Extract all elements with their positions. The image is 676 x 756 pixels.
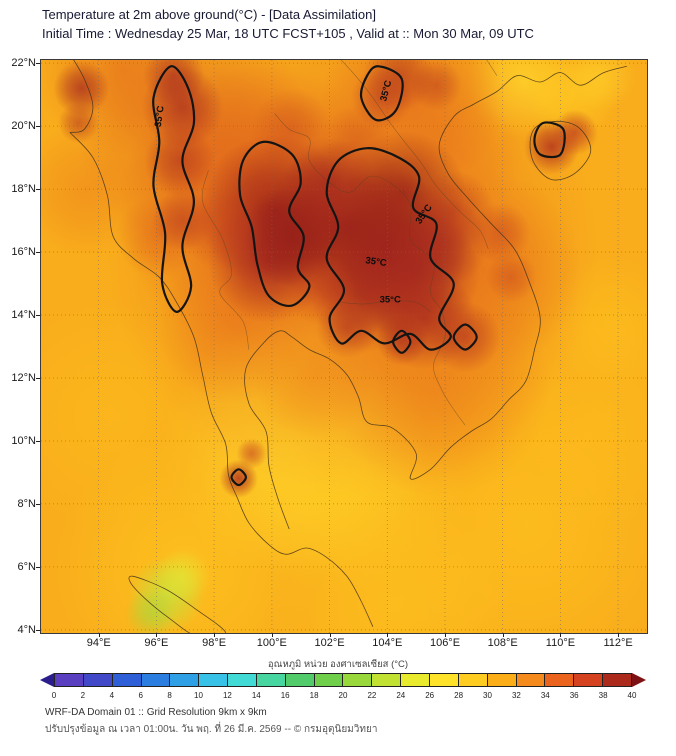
map-overlay: 35°C 35°C 35°C 35°C 35°C <box>41 60 647 633</box>
x-axis-tick-label: 112°E <box>603 637 633 649</box>
y-axis-tick-label: 16°N <box>11 246 36 259</box>
y-axis-tick-label: 6°N <box>17 560 36 573</box>
x-axis-tick-label: 106°E <box>429 637 461 649</box>
colorbar-segment <box>545 674 575 686</box>
colorbar-right-arrow <box>632 673 646 687</box>
page-subtitle: Initial Time : Wednesday 25 Mar, 18 UTC … <box>42 26 534 41</box>
x-axis-tick-mark <box>387 633 389 637</box>
colorbar-segment <box>401 674 430 686</box>
colorbar-segment <box>112 674 142 686</box>
y-axis-tick-mark <box>36 315 40 317</box>
colorbar-segment <box>141 674 171 686</box>
x-axis-tick-mark <box>98 633 100 637</box>
colorbar-tick-label: 0 <box>51 691 57 700</box>
colorbar-tick-label: 4 <box>109 691 115 700</box>
colorbar-segment <box>429 674 459 686</box>
svg-text:35°C: 35°C <box>414 202 435 226</box>
y-axis-tick-label: 18°N <box>11 183 36 196</box>
colorbar-segment <box>256 674 286 686</box>
x-axis-tick-mark <box>271 633 273 637</box>
y-axis-tick-label: 22°N <box>11 57 36 70</box>
colorbar-segment <box>199 674 229 686</box>
colorbar-segment <box>55 674 84 686</box>
colorbar-tick-label: 32 <box>511 691 521 700</box>
colorbar-tick-label: 16 <box>280 691 290 700</box>
colorbar-body <box>54 673 632 687</box>
y-axis-tick-mark <box>36 189 40 191</box>
x-axis-tick-label: 100°E <box>256 637 287 649</box>
colorbar-tick-label: 10 <box>194 691 203 700</box>
x-axis-tick-label: 104°E <box>372 637 403 649</box>
colorbar-segment <box>516 674 546 686</box>
colorbar-segment <box>83 674 113 686</box>
x-axis-tick-mark <box>214 633 216 637</box>
colorbar-segment <box>574 674 604 686</box>
x-axis-tick-mark <box>502 633 504 637</box>
x-axis-tick-label: 98°E <box>202 637 227 649</box>
svg-text:35°C: 35°C <box>378 79 394 102</box>
colorbar-tick-label: 30 <box>483 691 492 700</box>
y-axis-tick-label: 4°N <box>17 623 36 636</box>
colorbar-tick-label: 22 <box>367 691 377 700</box>
colorbar-tick-label: 6 <box>138 691 143 700</box>
footer-domain-info: WRF-DA Domain 01 :: Grid Resolution 9km … <box>45 707 267 718</box>
footer-update-info: ปรับปรุงข้อมูล ณ เวลา 01:00น. วัน พฤ. ที… <box>45 724 378 735</box>
colorbar-tick-label: 28 <box>454 691 464 700</box>
x-axis-tick-mark <box>618 633 620 637</box>
y-axis-tick-mark <box>36 503 40 505</box>
page-title: Temperature at 2m above ground(°C) - [Da… <box>42 7 376 22</box>
x-axis-tick-mark <box>329 633 331 637</box>
x-axis-tick-label: 96°E <box>144 637 169 649</box>
colorbar-tick-label: 34 <box>540 691 550 700</box>
y-axis-tick-label: 20°N <box>11 120 36 133</box>
y-axis-tick-mark <box>36 377 40 379</box>
colorbar-tick-label: 26 <box>425 691 435 700</box>
y-axis-tick-label: 10°N <box>11 434 36 447</box>
colorbar-tick-label: 14 <box>251 691 261 700</box>
colorbar-tick-label: 24 <box>396 691 406 700</box>
y-axis-tick-mark <box>36 566 40 568</box>
y-axis-tick-label: 14°N <box>11 309 36 322</box>
y-axis-tick-mark <box>36 252 40 254</box>
colorbar-segment <box>372 674 402 686</box>
colorbar-tick-label: 36 <box>569 691 579 700</box>
x-axis-tick-label: 108°E <box>487 637 518 649</box>
colorbar-segment <box>314 674 344 686</box>
x-axis-tick-mark <box>560 633 562 637</box>
colorbar-tick-label: 18 <box>309 691 319 700</box>
map-plot-area: 35°C 35°C 35°C 35°C 35°C <box>40 59 648 634</box>
x-axis-tick-label: 102°E <box>314 637 345 649</box>
x-axis-tick-mark <box>156 633 158 637</box>
y-axis-tick-mark <box>36 629 40 631</box>
colorbar-segment <box>170 674 200 686</box>
colorbar <box>40 673 646 687</box>
x-axis-tick-label: 110°E <box>545 637 576 649</box>
colorbar-tick-label: 2 <box>80 691 86 700</box>
y-axis-tick-mark <box>36 126 40 128</box>
x-axis-tick-label: 94°E <box>86 637 111 649</box>
colorbar-segment <box>458 674 488 686</box>
colorbar-left-arrow <box>40 673 54 687</box>
colorbar-segment <box>343 674 373 686</box>
colorbar-tick-label: 12 <box>222 691 232 700</box>
colorbar-tick-label: 38 <box>598 691 608 700</box>
x-axis-tick-mark <box>445 633 446 637</box>
colorbar-tick-labels: 0 2 4 6 8 10 12 14 16 18 20 22 24 26 28 30 32 34 36 38 40 <box>51 691 637 701</box>
y-axis-tick-mark <box>36 440 40 442</box>
colorbar-tick-label: 8 <box>167 691 172 700</box>
y-axis-tick-label: 12°N <box>11 371 36 384</box>
svg-text:35°C: 35°C <box>365 255 388 269</box>
colorbar-tick-label: 20 <box>338 691 348 700</box>
colorbar-segment <box>228 674 257 686</box>
colorbar-tick-label: 40 <box>627 691 637 700</box>
y-axis-tick-label: 8°N <box>17 497 36 510</box>
svg-text:35°C: 35°C <box>153 105 167 128</box>
colorbar-segment <box>487 674 517 686</box>
y-axis-tick-mark <box>36 63 40 65</box>
colorbar-segment <box>603 674 631 686</box>
colorbar-label: อุณหภูมิ หน่วย องศาเซลเซียส (°C) <box>267 659 409 670</box>
svg-text:35°C: 35°C <box>380 294 401 305</box>
colorbar-segment <box>285 674 315 686</box>
